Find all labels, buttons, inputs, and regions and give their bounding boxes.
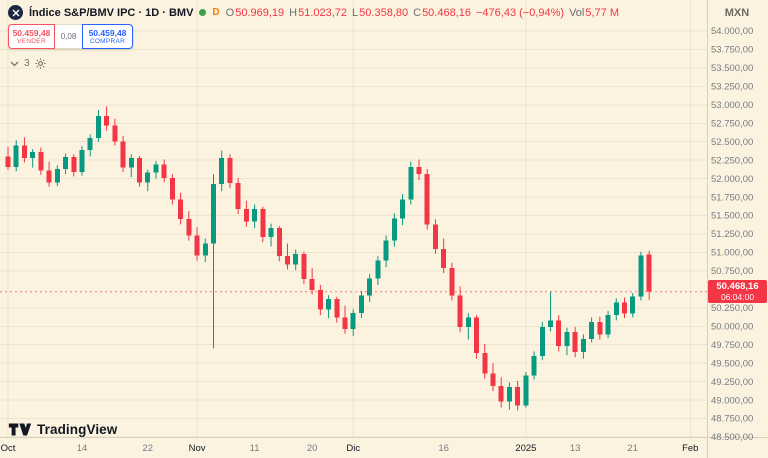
high-value: 51.023,72 (298, 6, 348, 19)
time-axis[interactable] (0, 437, 707, 458)
low-label: L (352, 6, 359, 19)
svg-text:52.000,00: 52.000,00 (711, 174, 753, 185)
svg-text:48.750,00: 48.750,00 (711, 414, 753, 425)
currency-button[interactable]: MXN (724, 7, 750, 19)
svg-text:49.250,00: 49.250,00 (711, 377, 753, 388)
close-label: C (413, 6, 422, 19)
svg-text:52.250,00: 52.250,00 (711, 155, 753, 166)
symbol-legend: Índice S&P/BMV IPC · 1D · BMV D O 50.969,… (8, 5, 619, 20)
svg-text:49.000,00: 49.000,00 (711, 395, 753, 406)
time-axis-labels: Oct 14 22 Nov 11 20 Dic 16 2025 13 21 Feb (1, 443, 699, 454)
price-axis-labels: 54.000,00 53.750,00 53.500,00 53.250,00 53.0… (711, 26, 753, 443)
tradingview-logo-icon (8, 423, 32, 436)
object-count: 3 (24, 58, 30, 69)
symbol-logo[interactable] (8, 5, 23, 20)
spread-value: 0,08 (55, 24, 82, 49)
tradingview-attribution[interactable]: TradingView (8, 422, 117, 437)
buy-sell-panel: 50.459,48 VENDER 0,08 50.459,48 COMPRAR (8, 24, 133, 49)
svg-text:48.500,00: 48.500,00 (711, 432, 753, 443)
bar-countdown: 06:04:00 (720, 291, 755, 302)
svg-text:20: 20 (307, 443, 318, 454)
open-value: 50.969,19 (235, 6, 285, 19)
svg-text:Nov: Nov (189, 443, 206, 454)
market-open-dot-icon (199, 9, 207, 16)
svg-text:51.250,00: 51.250,00 (711, 229, 753, 240)
sell-label: VENDER (17, 37, 46, 45)
svg-text:22: 22 (142, 443, 153, 454)
svg-text:53.000,00: 53.000,00 (711, 100, 753, 111)
svg-text:52.500,00: 52.500,00 (711, 137, 753, 148)
collapse-legend-button[interactable] (10, 61, 19, 67)
open-label: O (225, 6, 235, 19)
svg-text:16: 16 (438, 443, 449, 454)
buy-price: 50.459,48 (88, 27, 127, 38)
chevron-down-icon (10, 61, 19, 66)
svg-text:49.750,00: 49.750,00 (711, 340, 753, 351)
svg-text:51.500,00: 51.500,00 (711, 211, 753, 222)
svg-text:11: 11 (250, 443, 260, 454)
svg-text:53.500,00: 53.500,00 (711, 63, 753, 74)
delayed-data-badge: D (212, 7, 220, 18)
svg-text:51.000,00: 51.000,00 (711, 248, 753, 259)
volume-value: 5,77 M (585, 6, 620, 19)
close-value: 50.468,16 (422, 6, 471, 19)
svg-text:54.000,00: 54.000,00 (711, 26, 753, 37)
svg-text:14: 14 (77, 443, 88, 454)
svg-text:53.750,00: 53.750,00 (711, 45, 753, 56)
svg-text:Oct: Oct (1, 443, 16, 454)
svg-text:50.250,00: 50.250,00 (711, 303, 753, 314)
low-value: 50.358,80 (359, 6, 409, 19)
x-logo-icon (12, 9, 19, 16)
change-value: −476,43 (−0,94%) (476, 6, 565, 19)
svg-text:50.750,00: 50.750,00 (711, 266, 753, 277)
legend-controls: 3 (10, 58, 46, 69)
ohlc-readout: O 50.969,19 H 51.023,72 L 50.358,80 C 50.468… (226, 7, 619, 19)
last-price-label: 50.468,16 06:04:00 (708, 279, 767, 303)
svg-text:50.000,00: 50.000,00 (711, 321, 753, 332)
svg-text:52.750,00: 52.750,00 (711, 118, 753, 129)
grid-lines (0, 0, 707, 438)
svg-text:Feb: Feb (682, 443, 698, 454)
svg-text:49.500,00: 49.500,00 (711, 358, 753, 369)
volume-label: Vol (569, 6, 585, 19)
legend-settings-button[interactable] (34, 58, 46, 69)
sell-price: 50.459,48 (12, 27, 51, 38)
symbol-title[interactable]: Índice S&P/BMV IPC · 1D · BMV (29, 6, 194, 19)
last-price-value: 50.468,16 (716, 280, 759, 292)
svg-text:21: 21 (627, 443, 638, 454)
high-label: H (289, 6, 298, 19)
svg-text:53.250,00: 53.250,00 (711, 82, 753, 93)
svg-text:2025: 2025 (515, 443, 536, 454)
price-axis[interactable] (708, 0, 768, 437)
buy-button[interactable]: 50.459,48 COMPRAR (82, 24, 133, 49)
gear-icon (34, 58, 46, 69)
svg-text:13: 13 (570, 443, 581, 454)
svg-text:51.750,00: 51.750,00 (711, 192, 753, 203)
candles (0, 106, 707, 411)
buy-label: COMPRAR (89, 37, 126, 45)
tradingview-wordmark: TradingView (37, 422, 118, 437)
sell-button[interactable]: 50.459,48 VENDER (8, 24, 55, 49)
svg-text:Dic: Dic (346, 443, 360, 454)
